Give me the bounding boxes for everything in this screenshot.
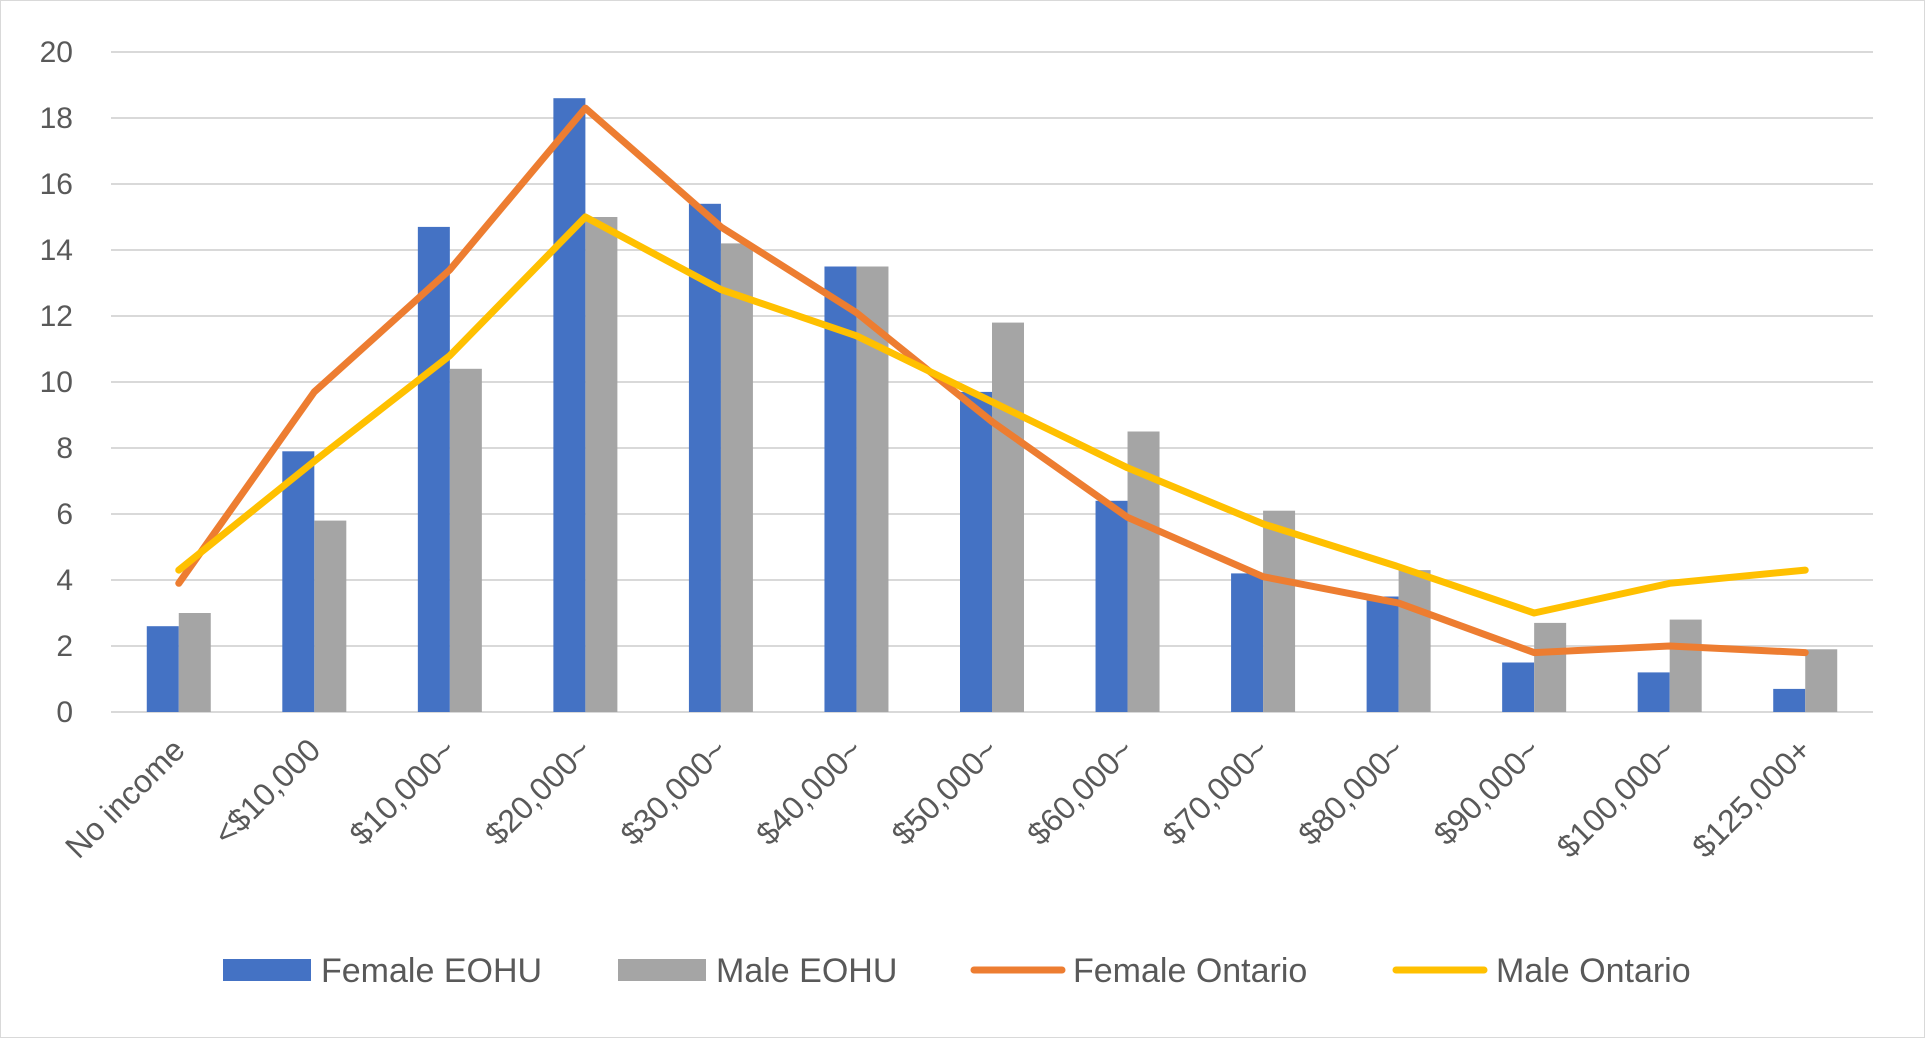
bar-female-eohu <box>1502 662 1535 712</box>
bar-male-eohu <box>1669 619 1702 712</box>
y-tick-label: 18 <box>40 102 73 135</box>
legend: Female EOHU Male EOHU Female Ontario Male O… <box>223 952 1691 990</box>
bar-male-eohu <box>178 613 211 712</box>
x-tick-label: $70,000~ <box>1156 731 1276 851</box>
x-tick-label: $30,000~ <box>613 731 733 851</box>
bar-male-eohu <box>1398 570 1431 712</box>
x-tick-label: $80,000~ <box>1291 731 1411 851</box>
x-tick-label: $60,000~ <box>1020 731 1140 851</box>
series-female-eohu <box>146 98 1806 713</box>
bar-female-eohu <box>1773 688 1806 712</box>
bar-series <box>146 98 1838 713</box>
bar-male-eohu <box>720 243 753 712</box>
bar-female-eohu <box>1231 573 1264 712</box>
x-tick-label: $20,000~ <box>478 731 598 851</box>
bar-male-eohu <box>1805 649 1838 712</box>
legend-label: Male Ontario <box>1496 952 1691 990</box>
y-tick-label: 0 <box>56 696 73 729</box>
line-male-ontario <box>175 213 1809 617</box>
y-tick-label: 16 <box>40 168 73 201</box>
legend-swatch <box>618 959 706 981</box>
bar-male-eohu <box>1534 622 1567 712</box>
y-tick-label: 20 <box>40 36 73 69</box>
x-tick-label: $100,000~ <box>1550 731 1683 864</box>
line-series <box>175 104 1809 657</box>
x-tick-label: $50,000~ <box>884 731 1004 851</box>
bar-male-eohu <box>1263 510 1296 712</box>
y-axis-tick-labels: 0 2 4 6 8 10 12 14 16 18 20 <box>40 36 73 729</box>
x-axis-tick-labels: No income <$10,000 $10,000~ $20,000~ $30,000… <box>58 731 1818 865</box>
bar-male-eohu <box>585 217 618 712</box>
bar-female-eohu <box>1366 596 1399 712</box>
bar-female-eohu <box>282 451 315 712</box>
legend-label: Female EOHU <box>321 952 542 990</box>
x-tick-label: $90,000~ <box>1427 731 1547 851</box>
bar-male-eohu <box>449 368 482 712</box>
bar-male-eohu <box>314 520 347 712</box>
legend-item-male-eohu: Male EOHU <box>618 952 897 990</box>
y-tick-label: 4 <box>56 564 73 597</box>
bar-female-eohu <box>417 226 450 712</box>
y-tick-label: 6 <box>56 498 73 531</box>
legend-label: Male EOHU <box>716 952 897 990</box>
legend-swatch <box>223 959 311 981</box>
bar-female-eohu <box>553 98 586 712</box>
legend-item-female-ontario: Female Ontario <box>970 952 1307 990</box>
y-tick-label: 8 <box>56 432 73 465</box>
series-male-eohu <box>178 217 1838 712</box>
x-tick-label: $40,000~ <box>749 731 869 851</box>
line-female-ontario <box>175 104 1809 657</box>
bar-female-eohu <box>1637 672 1670 712</box>
x-tick-label: <$10,000 <box>207 731 327 851</box>
x-tick-label: $125,000+ <box>1685 731 1818 864</box>
x-tick-label: $10,000~ <box>342 731 462 851</box>
legend-item-male-ontario: Male Ontario <box>1392 952 1691 990</box>
bar-female-eohu <box>146 626 179 712</box>
x-tick-label: No income <box>58 731 192 865</box>
bar-female-eohu <box>1095 500 1128 712</box>
bar-male-eohu <box>992 322 1024 712</box>
y-tick-label: 10 <box>40 366 73 399</box>
legend-label: Female Ontario <box>1073 952 1307 990</box>
y-tick-label: 14 <box>40 234 73 267</box>
y-tick-label: 2 <box>56 630 73 663</box>
legend-item-female-eohu: Female EOHU <box>223 952 542 990</box>
bar-female-eohu <box>824 266 857 712</box>
y-tick-label: 12 <box>40 300 73 333</box>
bar-female-eohu <box>960 391 992 712</box>
